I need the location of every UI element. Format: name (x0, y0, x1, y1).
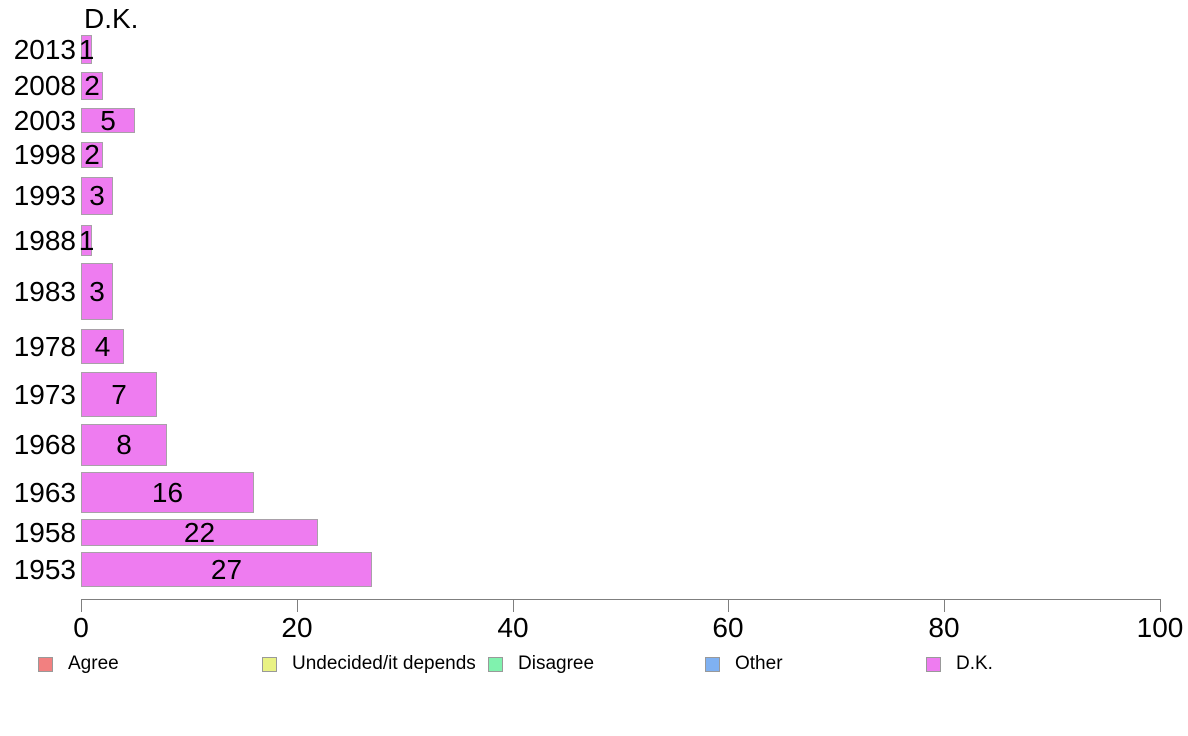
category-label: 2003 (13, 104, 76, 136)
bar-1953: 27 (81, 552, 372, 587)
bar-value-label: 4 (94, 330, 111, 362)
category-label: 1968 (13, 429, 76, 460)
legend-label: Other (735, 653, 783, 674)
x-axis-tick (728, 599, 729, 612)
bar-2003: 5 (81, 105, 135, 136)
bar-value-label: 1 (78, 33, 95, 65)
x-axis-tick (81, 599, 82, 612)
bar-1968: 8 (81, 424, 167, 466)
bar-1963: 16 (81, 472, 254, 513)
x-axis-tick (944, 599, 945, 612)
bar-1988: 1 (78, 224, 95, 256)
legend-entry: D.K. (926, 653, 993, 674)
bar-value-label: 22 (183, 516, 216, 548)
bar-1973: 7 (81, 372, 157, 417)
bar-2008: 2 (81, 70, 103, 101)
bar-value-label: 16 (151, 476, 184, 508)
bar-1983: 3 (81, 263, 113, 320)
x-axis-tick-label: 0 (73, 612, 89, 643)
x-axis-tick-label: 40 (497, 612, 529, 643)
x-axis-tick (297, 599, 298, 612)
x-axis-tick-label: 100 (1136, 612, 1184, 643)
legend-swatch-icon (488, 656, 503, 672)
category-label: 1993 (13, 180, 76, 211)
x-axis-line (81, 599, 1160, 600)
bar-value-label: 3 (89, 275, 105, 307)
bar-value-label: 8 (116, 429, 132, 460)
bar-1978: 4 (81, 329, 124, 364)
bar-value-label: 5 (100, 104, 116, 136)
category-label: 1978 (13, 330, 76, 362)
legend-entry: Undecided/it depends (262, 653, 476, 674)
category-label: 1983 (13, 275, 76, 307)
chart-title: D.K. (84, 3, 139, 34)
legend-swatch-icon (926, 656, 941, 672)
category-label: 1963 (13, 476, 76, 508)
x-axis-tick (1160, 599, 1161, 612)
x-axis-tick-label: 80 (928, 612, 960, 643)
category-label: 1953 (13, 553, 76, 585)
category-label: 2008 (13, 70, 76, 101)
legend-entry: Disagree (488, 653, 595, 674)
bar-value-label: 2 (84, 70, 100, 101)
legend-entry: Other (705, 653, 783, 674)
legend-label: Disagree (518, 653, 595, 674)
bar-1998: 2 (81, 139, 103, 170)
bar-1958: 22 (81, 516, 318, 548)
legend-label: Undecided/it depends (292, 653, 476, 674)
bar-value-label: 3 (89, 180, 105, 211)
bar-value-label: 7 (111, 378, 127, 410)
legend-label: Agree (68, 653, 119, 674)
x-axis-tick-label: 60 (712, 612, 744, 643)
category-label: 1988 (13, 224, 76, 256)
bar-value-label: 27 (210, 553, 243, 585)
x-axis-tick (513, 599, 514, 612)
x-axis-tick-label: 20 (281, 612, 313, 643)
category-label: 1973 (13, 378, 76, 410)
legend-swatch-icon (262, 656, 277, 672)
category-label: 2013 (13, 33, 76, 65)
legend-label: D.K. (956, 653, 993, 674)
bar-value-label: 1 (78, 224, 95, 256)
legend-swatch-icon (38, 656, 53, 672)
bar-1993: 3 (81, 177, 113, 215)
bar-2013: 1 (78, 33, 95, 65)
bar-value-label: 2 (84, 139, 100, 170)
legend-entry: Agree (38, 653, 119, 674)
legend-swatch-icon (705, 656, 720, 672)
category-label: 1958 (13, 516, 76, 548)
category-label: 1998 (13, 139, 76, 170)
